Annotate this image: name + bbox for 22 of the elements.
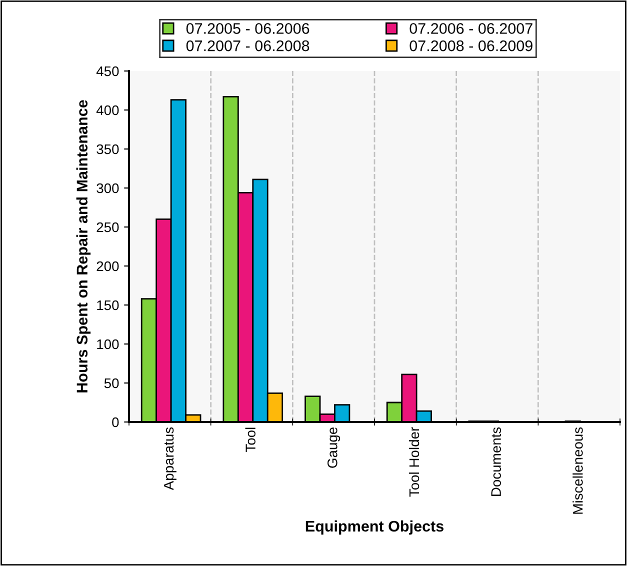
y-tick-label: 50 <box>104 378 119 388</box>
legend-label: 07.2005 - 06.2006 <box>186 23 310 34</box>
y-tick-label: 300 <box>96 183 119 194</box>
legend-label: 07.2007 - 06.2008 <box>186 40 310 52</box>
y-tick-label: 200 <box>96 261 119 272</box>
x-tick-label: Tool Holder <box>408 427 420 497</box>
x-tick-label: Apparatus <box>164 427 176 490</box>
x-tick-label: Miscelleneous <box>572 427 583 514</box>
y-tick-label: 350 <box>96 144 119 154</box>
y-tick-label: 450 <box>96 66 119 76</box>
x-tick-label: Gauge <box>327 427 340 468</box>
y-axis-title: Hours Spent on Repair and Maintenance <box>76 100 91 392</box>
x-tick-label: Documents <box>491 427 501 496</box>
y-tick-label: 0 <box>112 417 119 428</box>
y-tick-label: 250 <box>96 222 119 232</box>
legend-label: 07.2008 - 06.2009 <box>410 40 532 52</box>
x-axis-title: Equipment Objects <box>306 520 444 535</box>
y-tick-label: 400 <box>96 105 119 116</box>
legend-label: 07.2006 - 06.2007 <box>410 23 532 34</box>
y-tick-label: 100 <box>97 339 119 350</box>
y-tick-label: 150 <box>97 300 119 310</box>
x-tick-label: Tool <box>245 428 256 452</box>
